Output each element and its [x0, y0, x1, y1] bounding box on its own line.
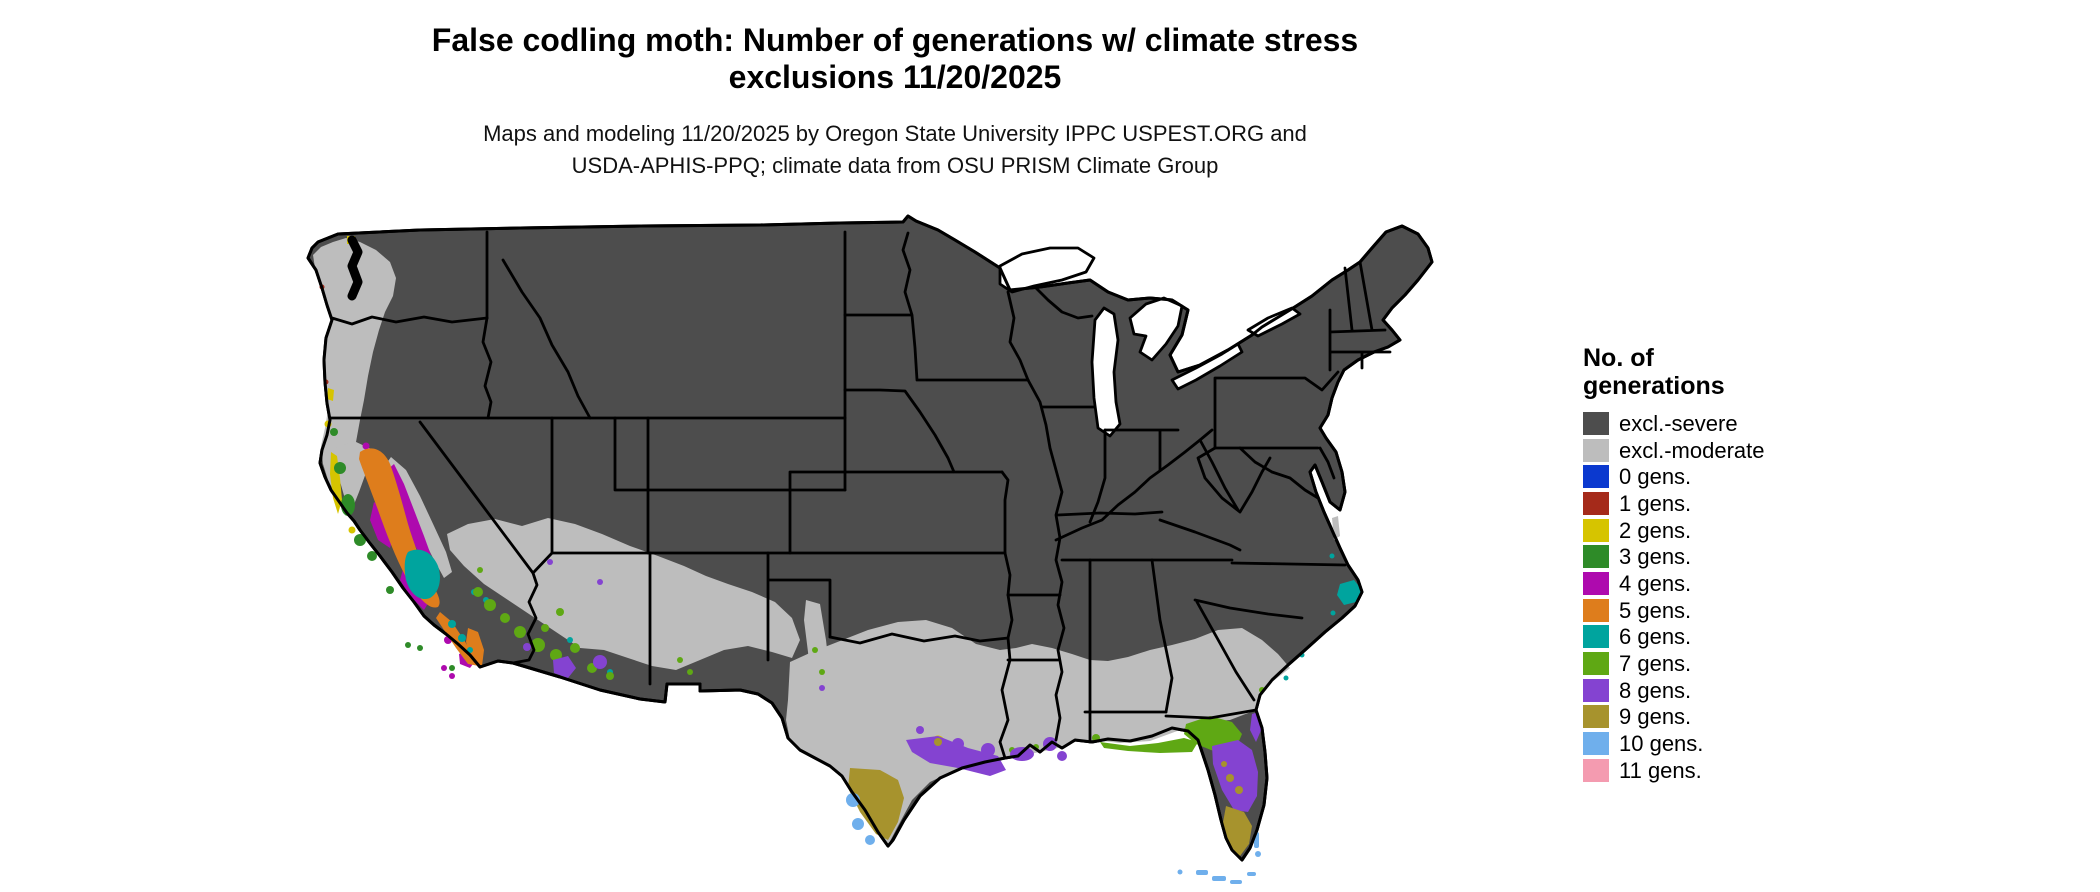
legend-label: excl.-severe — [1619, 410, 1738, 436]
legend-swatch — [1583, 438, 1609, 462]
legend-items: excl.-severe excl.-moderate 0 gens. 1 gens.… — [1583, 410, 1765, 784]
legend-swatch — [1583, 491, 1609, 515]
state-borders — [328, 230, 1392, 760]
legend-item-3: 1 gens. — [1583, 490, 1765, 517]
legend-label: 10 gens. — [1619, 731, 1704, 757]
legend-item-4: 2 gens. — [1583, 517, 1765, 544]
legend-label: 4 gens. — [1619, 570, 1692, 596]
legend-swatch — [1583, 465, 1609, 489]
teal-outer-banks — [1337, 580, 1362, 605]
legend-label: 2 gens. — [1619, 517, 1692, 543]
region-excl-moderate — [313, 238, 1340, 845]
lake-superior — [998, 246, 1096, 294]
olive-south-texas — [848, 768, 904, 840]
legend-label: 9 gens. — [1619, 704, 1692, 730]
subtitle-line-2: USDA-APHIS-PPQ; climate data from OSU PR… — [571, 153, 1219, 178]
legend-item-2: 0 gens. — [1583, 463, 1765, 490]
legend-swatch — [1583, 571, 1609, 595]
legend-label: 8 gens. — [1619, 677, 1692, 703]
purple-central-florida — [1212, 740, 1258, 812]
subtitle: Maps and modeling 11/20/2025 by Oregon S… — [483, 118, 1307, 182]
legend-item-7: 5 gens. — [1583, 597, 1765, 624]
region-10-gens — [846, 793, 1261, 884]
legend-swatch — [1583, 705, 1609, 729]
region-3-gens — [330, 428, 455, 671]
legend-label: 6 gens. — [1619, 624, 1692, 650]
legend-swatch — [1583, 678, 1609, 702]
legend-label: excl.-moderate — [1619, 437, 1765, 463]
legend-item-11: 9 gens. — [1583, 704, 1765, 731]
legend-item-10: 8 gens. — [1583, 677, 1765, 704]
legend: No. of generations excl.-severe excl.-mod… — [1583, 344, 1765, 784]
legend-swatch — [1583, 545, 1609, 569]
great-lakes — [998, 246, 1302, 438]
legend-label: 11 gens. — [1619, 757, 1702, 783]
legend-swatch — [1583, 411, 1609, 435]
moderate-south-band — [786, 620, 1290, 845]
legend-item-12: 10 gens. — [1583, 730, 1765, 757]
legend-swatch — [1583, 732, 1609, 756]
purple-texas-coast — [906, 736, 1006, 776]
legend-swatch — [1583, 652, 1609, 676]
legend-label: 0 gens. — [1619, 464, 1692, 490]
lake-michigan — [1090, 306, 1122, 438]
legend-title-line-2: generations — [1583, 372, 1725, 400]
title-line-2: exclusions 11/20/2025 — [728, 59, 1062, 95]
subtitle-line-1: Maps and modeling 11/20/2025 by Oregon S… — [483, 121, 1307, 146]
legend-item-1: excl.-moderate — [1583, 437, 1765, 464]
legend-swatch — [1583, 625, 1609, 649]
legend-item-13: 11 gens. — [1583, 757, 1765, 784]
legend-label: 3 gens. — [1619, 544, 1692, 570]
legend-item-6: 4 gens. — [1583, 570, 1765, 597]
legend-item-9: 7 gens. — [1583, 650, 1765, 677]
legend-label: 7 gens. — [1619, 651, 1692, 677]
legend-item-5: 3 gens. — [1583, 543, 1765, 570]
legend-swatch — [1583, 518, 1609, 542]
puget-sound — [347, 235, 363, 301]
title-line-1: False codling moth: Number of generation… — [431, 22, 1359, 58]
legend-swatch — [1583, 598, 1609, 622]
page-title: False codling moth: Number of generation… — [432, 22, 1358, 96]
legend-label: 1 gens. — [1619, 490, 1692, 516]
legend-label: 5 gens. — [1619, 597, 1692, 623]
legend-title-line-1: No. of — [1583, 344, 1654, 372]
region-6-gens — [404, 549, 1362, 681]
legend-item-8: 6 gens. — [1583, 624, 1765, 651]
moderate-southwest-band — [447, 518, 800, 670]
legend-swatch — [1583, 758, 1609, 782]
legend-item-0: excl.-severe — [1583, 410, 1765, 437]
